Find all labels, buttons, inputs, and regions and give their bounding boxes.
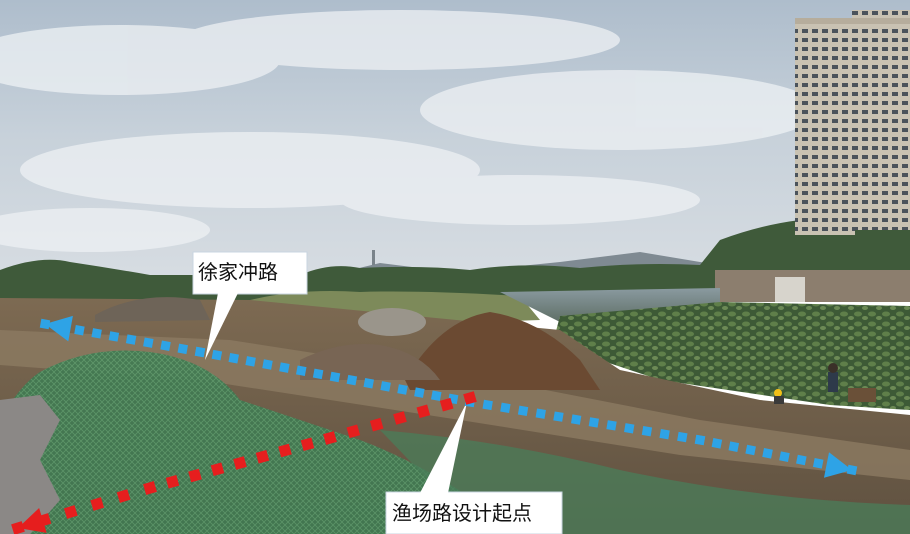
design-road-route [11,391,477,534]
route-dot [570,414,582,425]
route-dot [500,402,511,414]
route-dot [414,387,425,398]
route-dot [91,328,102,339]
route-dot [278,443,292,458]
route-dot [262,359,273,370]
design-start-label: 渔场路设计起点 [392,501,532,525]
route-dot [116,489,131,503]
route-dot [482,399,493,411]
debris-pile [0,395,60,534]
green-netting [0,350,520,534]
route-dot [728,441,740,452]
route-dot [431,390,442,401]
route-dot [165,474,180,489]
clouds [0,10,820,252]
route-dot [762,448,773,459]
route-dot [517,405,529,416]
route-dot [588,417,600,428]
distant-tower [372,250,375,265]
route-dot [606,420,617,431]
route-dot [363,378,374,389]
route-dot [210,462,225,477]
route-dot [143,337,154,348]
route-dot [779,451,790,462]
retaining-wall [715,270,910,302]
workers [774,363,876,404]
route-arrowhead [45,315,73,342]
rubble-pile [300,344,440,380]
route-dot [74,324,85,336]
covered-heap [358,308,426,336]
dirt-road [0,330,910,480]
route-arrowhead [823,452,852,478]
route-dot [812,458,824,469]
route-dot [416,404,431,419]
route-dot [346,424,361,439]
route-dot [694,434,706,446]
route-dot [397,384,408,395]
route-dot [439,397,454,412]
callout-design-start [385,402,563,534]
route-dot [255,449,270,464]
route-dot [796,454,807,466]
route-dot [245,356,256,367]
route-dot [553,411,564,422]
route-dot [323,431,337,445]
route-dot [711,438,723,449]
route-dot [535,408,546,419]
route-dot [369,417,384,432]
route-dot [296,365,307,376]
callout-xujiachong [192,251,308,360]
route-dot [125,334,137,345]
route-dot [194,346,206,358]
route-dot [312,368,324,380]
route-dot [211,349,223,361]
route-dot [63,505,78,519]
existing-road-route [39,315,858,478]
route-dot [233,456,247,470]
route-dot [659,428,670,440]
route-dot [329,371,341,383]
route-dot [463,391,477,405]
route-dot [677,431,688,443]
lily-pad-pond [555,302,910,410]
route-dot [300,437,315,452]
route-dot [380,381,391,392]
xujiachong-road-label: 徐家冲路 [198,260,278,284]
route-dot [90,497,105,511]
route-dot [188,468,202,483]
route-dot [108,331,120,342]
route-dot [160,340,171,352]
route-dot [177,343,189,355]
soil-mound [405,312,600,390]
route-dot [228,353,239,364]
route-dot [346,374,358,386]
highrise-buildings [795,10,910,235]
route-dot [279,362,290,373]
wall-sign [775,277,805,302]
route-dot [624,423,635,434]
route-dot [393,411,407,425]
route-dot [641,426,653,437]
far-rubble [95,297,210,322]
route-dot [143,481,157,495]
route-arrowhead [18,508,47,533]
route-dot [745,444,756,456]
